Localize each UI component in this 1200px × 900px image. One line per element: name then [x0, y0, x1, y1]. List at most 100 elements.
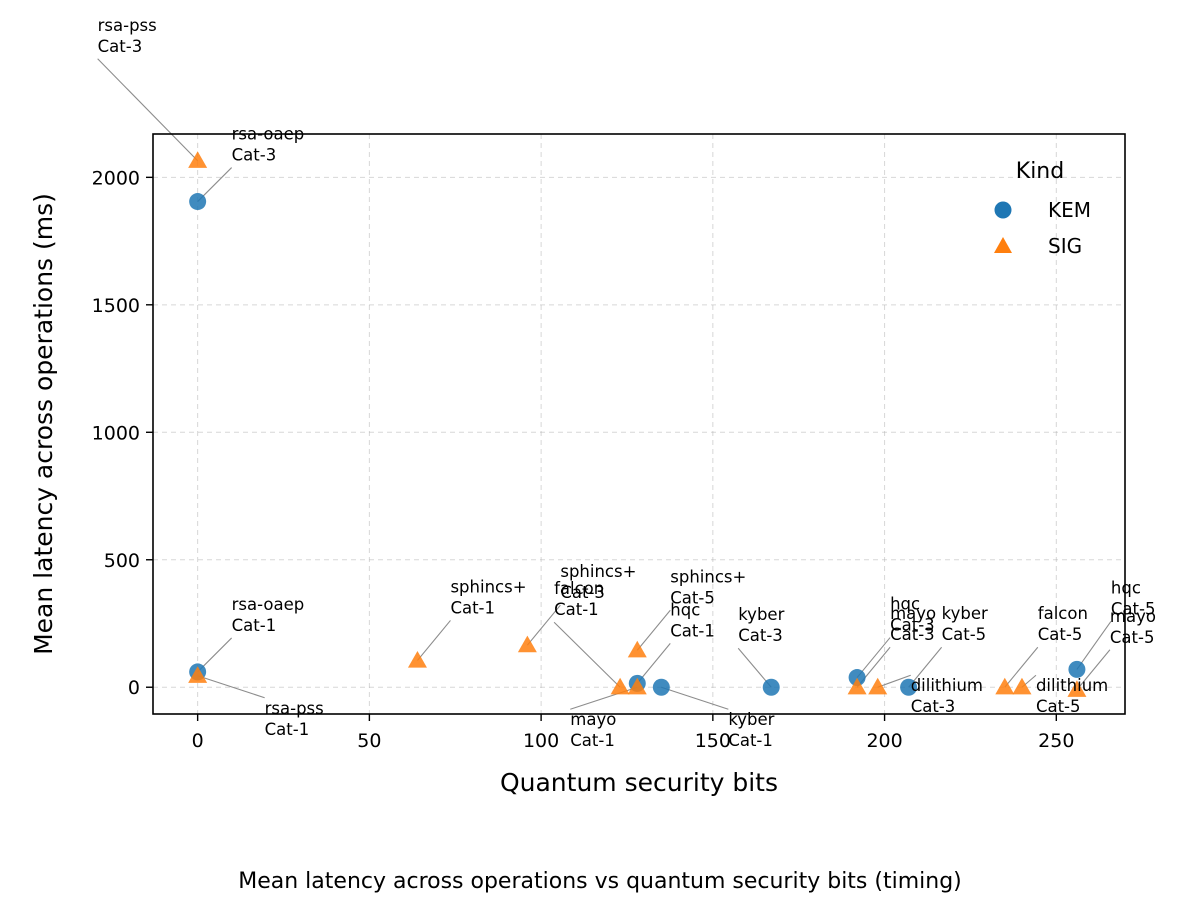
annotation-leader — [1076, 621, 1112, 670]
point-annotation: hqc Cat-5 — [1111, 578, 1156, 618]
sig-point — [188, 151, 208, 168]
legend: Kind KEM SIG — [994, 159, 1091, 258]
kem-point — [900, 678, 918, 696]
annotation-leader — [877, 674, 911, 688]
annotation-line: rsa-oaep — [232, 125, 305, 144]
point-annotation: rsa-oaep Cat-3 — [232, 125, 305, 165]
annotation-line: dilithium — [1036, 676, 1108, 695]
annotation-leader — [636, 609, 671, 651]
annotation-leaders — [97, 58, 1112, 710]
annotation-line: Cat-5 — [1036, 697, 1081, 716]
sig-point — [1012, 677, 1032, 695]
point-annotation: mayo Cat-3 — [890, 604, 936, 644]
sig-point — [610, 677, 630, 695]
point-annotation: sphincs+ Cat-5 — [670, 567, 746, 607]
sig-point — [847, 677, 867, 695]
point-annotation: kyber Cat-3 — [738, 605, 784, 645]
point-annotation: sphincs+ Cat-1 — [450, 577, 526, 617]
annotation-line: kyber — [942, 604, 988, 623]
annotation-leader — [908, 646, 943, 688]
annotation-line: falcon — [554, 579, 604, 598]
chart-title: Mean latency across operations vs quantu… — [238, 869, 962, 894]
annotation-leader — [417, 620, 451, 661]
kem-point — [848, 669, 866, 687]
kem-point — [652, 678, 670, 696]
data-points — [188, 151, 1087, 697]
annotation-leader — [97, 58, 199, 162]
annotation-line: Cat-3 — [890, 625, 935, 644]
legend-kem-marker — [994, 201, 1012, 219]
sig-point — [407, 650, 427, 668]
x-tick-label: 0 — [192, 730, 204, 752]
legend-sig-marker — [994, 237, 1012, 253]
annotation-line: Cat-3 — [911, 697, 956, 716]
annotation-line: Cat-1 — [265, 720, 310, 739]
annotation-line: Cat-5 — [1110, 628, 1155, 647]
annotation-line: mayo — [1110, 607, 1156, 626]
annotation-line: kyber — [728, 710, 774, 729]
kem-point — [189, 193, 207, 211]
annotation-leader — [737, 647, 772, 688]
grid — [153, 134, 1125, 714]
point-annotation: rsa-oaep Cat-1 — [232, 595, 305, 635]
annotation-leader — [661, 686, 729, 710]
annotation-line: Cat-3 — [98, 37, 143, 56]
annotation-line: Cat-1 — [450, 598, 495, 617]
point-annotation: hqc Cat-1 — [670, 600, 715, 640]
annotation-line: dilithium — [911, 676, 983, 695]
annotation-line: Cat-3 — [232, 146, 277, 165]
annotation-line: Cat-3 — [560, 583, 605, 602]
annotation-line: rsa-pss — [98, 16, 157, 35]
sig-point — [188, 666, 208, 683]
annotation-line: Cat-3 — [890, 616, 935, 635]
x-tick-label: 100 — [523, 730, 559, 752]
annotation-line: Cat-1 — [554, 600, 599, 619]
annotation-line: rsa-pss — [265, 699, 324, 718]
legend-kem-label: KEM — [1048, 198, 1091, 222]
annotation-line: Cat-1 — [728, 731, 773, 750]
annotation-line: rsa-oaep — [232, 595, 305, 614]
annotation-leader — [1076, 649, 1111, 691]
annotation-line: Cat-3 — [738, 626, 783, 645]
legend-sig-label: SIG — [1048, 234, 1082, 258]
annotation-line: sphincs+ — [560, 562, 636, 581]
point-annotation: rsa-pss Cat-1 — [265, 699, 324, 739]
annotation-line: Cat-5 — [1111, 599, 1156, 618]
annotation-line: hqc — [1111, 578, 1141, 597]
annotation-line: mayo — [570, 710, 616, 729]
y-tick-label: 1000 — [92, 422, 140, 444]
y-tick-label: 2000 — [92, 167, 140, 189]
y-axis-label: Mean latency across operations (ms) — [29, 193, 58, 655]
annotation-line: Cat-1 — [232, 616, 277, 635]
y-tick-label: 500 — [104, 550, 140, 572]
annotation-leader — [856, 637, 891, 678]
annotation-leader — [553, 621, 621, 688]
point-annotation: dilithium Cat-5 — [1036, 676, 1108, 716]
annotation-line: Cat-1 — [670, 621, 715, 640]
annotation-line: sphincs+ — [670, 567, 746, 586]
annotation-leader — [197, 675, 265, 699]
axis-ticks: 0 50 100 150 200 250 0 500 1000 1500 2000 — [92, 167, 1075, 752]
point-annotation: falcon Cat-5 — [1038, 604, 1088, 644]
x-tick-label: 250 — [1038, 730, 1074, 752]
y-tick-label: 0 — [128, 677, 140, 699]
point-annotation: mayo Cat-5 — [1110, 607, 1156, 647]
annotation-line: Cat-5 — [942, 625, 987, 644]
sig-point — [1067, 680, 1087, 697]
x-axis-label: Quantum security bits — [500, 768, 778, 797]
annotation-line: Cat-5 — [1038, 625, 1083, 644]
kem-point — [762, 678, 780, 696]
annotation-line: mayo — [890, 604, 936, 623]
annotation-line: falcon — [1038, 604, 1088, 623]
point-annotation: mayo Cat-1 — [570, 710, 616, 750]
point-annotation: kyber Cat-1 — [728, 710, 774, 750]
annotation-line: sphincs+ — [450, 577, 526, 596]
annotation-line: hqc — [890, 595, 920, 614]
annotation-line: Cat-1 — [570, 731, 615, 750]
sig-point — [627, 677, 647, 695]
x-tick-label: 150 — [695, 730, 731, 752]
annotation-leader — [636, 643, 671, 684]
annotation-line: hqc — [670, 600, 700, 619]
x-tick-label: 200 — [866, 730, 902, 752]
legend-title: Kind — [1016, 159, 1064, 184]
